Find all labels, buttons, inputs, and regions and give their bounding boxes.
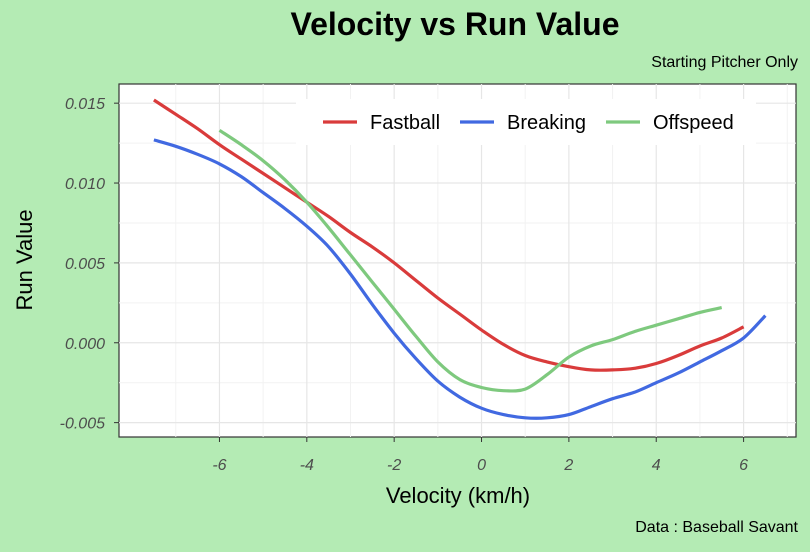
series-line-fastball xyxy=(153,98,745,372)
y-tick-label: 0.005 xyxy=(65,256,105,273)
axis-ticks: -6 -4 -2 0 2 4 6 -0.005 0.000 0.005 0.010 0.015 xyxy=(60,96,749,474)
y-axis-title: Run Value xyxy=(12,209,37,310)
series-line-offspeed xyxy=(218,128,723,393)
x-tick-label: -4 xyxy=(300,457,314,474)
x-tick-label: 4 xyxy=(652,457,661,474)
y-tick-label: 0.000 xyxy=(65,336,105,353)
legend-label-breaking: Breaking xyxy=(507,112,586,134)
x-tick-label: 2 xyxy=(563,457,573,474)
series-lines xyxy=(153,98,767,420)
legend: Fastball Breaking Offspeed xyxy=(296,99,756,145)
y-tick-label: -0.005 xyxy=(60,416,105,433)
legend-box xyxy=(296,99,756,145)
chart-caption: Data : Baseball Savant xyxy=(635,519,798,536)
series-line-breaking xyxy=(153,138,767,420)
legend-label-fastball: Fastball xyxy=(370,112,440,134)
x-tick-label: 6 xyxy=(739,457,748,474)
x-tick-label: 0 xyxy=(477,457,486,474)
x-tick-label: -6 xyxy=(212,457,226,474)
y-tick-label: 0.010 xyxy=(65,176,105,193)
y-tick-label: 0.015 xyxy=(65,96,105,113)
x-tick-label: -2 xyxy=(387,457,401,474)
x-axis-title: Velocity (km/h) xyxy=(386,483,530,508)
chart-subtitle: Starting Pitcher Only xyxy=(651,54,798,71)
chart-title: Velocity vs Run Value xyxy=(290,6,620,42)
legend-label-offspeed: Offspeed xyxy=(653,112,734,134)
